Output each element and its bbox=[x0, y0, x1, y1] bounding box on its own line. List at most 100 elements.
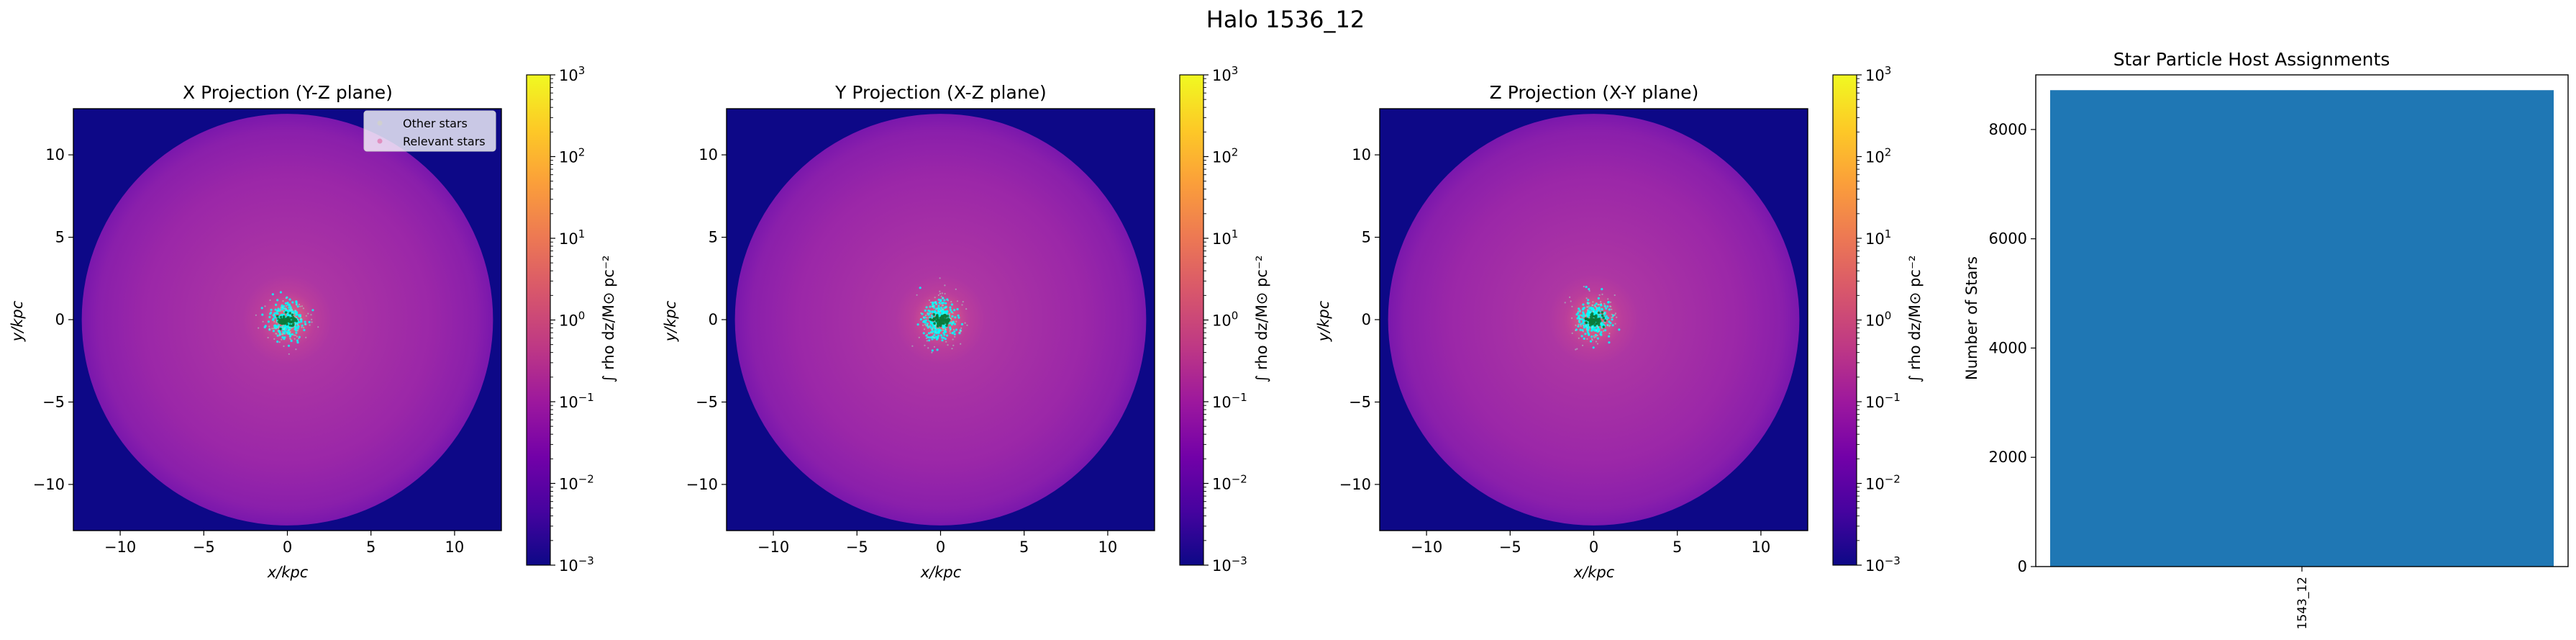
relevant-star bbox=[277, 320, 281, 323]
other-star bbox=[317, 326, 319, 328]
other-star bbox=[268, 328, 270, 330]
other-star bbox=[944, 338, 947, 341]
other-star bbox=[934, 301, 937, 303]
other-star bbox=[934, 328, 937, 331]
other-star bbox=[1605, 315, 1608, 317]
other-star bbox=[1603, 330, 1605, 332]
other-star bbox=[934, 327, 937, 329]
other-star bbox=[1600, 302, 1602, 305]
other-star bbox=[965, 308, 968, 310]
other-star bbox=[275, 303, 278, 306]
other-star bbox=[1596, 329, 1598, 331]
panel-title: Z Projection (X-Y plane) bbox=[1490, 82, 1699, 103]
other-star bbox=[288, 306, 291, 309]
other-star bbox=[282, 313, 285, 316]
other-star bbox=[953, 309, 956, 312]
colorbar-tick-label: 100 bbox=[1865, 310, 1891, 330]
other-star bbox=[1585, 328, 1588, 330]
other-star bbox=[1592, 346, 1595, 349]
relevant-star bbox=[946, 315, 950, 317]
other-star bbox=[1569, 296, 1571, 298]
other-star bbox=[283, 328, 285, 330]
colorbar-tick-label: 102 bbox=[559, 146, 585, 166]
relevant-star bbox=[939, 320, 942, 323]
relevant-stars bbox=[1584, 311, 1607, 328]
legend-box bbox=[363, 110, 496, 152]
other-star bbox=[1582, 330, 1584, 333]
y-tick-label: −5 bbox=[42, 393, 65, 410]
y-tick-label: 0 bbox=[1362, 311, 1371, 328]
other-star bbox=[925, 306, 928, 309]
other-star bbox=[281, 338, 283, 341]
other-star bbox=[956, 300, 959, 302]
other-star bbox=[1571, 305, 1573, 307]
x-tick-label: 0 bbox=[1589, 538, 1598, 556]
other-star bbox=[950, 301, 952, 303]
other-star bbox=[1580, 335, 1583, 338]
legend-marker-other-stars bbox=[377, 120, 383, 126]
other-star bbox=[1585, 297, 1588, 299]
relevant-star bbox=[283, 317, 286, 320]
other-star bbox=[295, 300, 298, 303]
other-star bbox=[943, 299, 946, 302]
colorbar-tick-label: 10−2 bbox=[1212, 473, 1247, 493]
x-axis-ticks: −10 −5 0 5 10 bbox=[757, 531, 1117, 556]
other-star bbox=[924, 319, 927, 322]
other-star bbox=[284, 302, 287, 305]
other-star bbox=[926, 340, 928, 342]
other-star bbox=[926, 333, 929, 335]
other-star bbox=[949, 321, 952, 325]
density-map bbox=[726, 108, 1155, 531]
other-star bbox=[296, 330, 299, 332]
other-star bbox=[918, 336, 920, 338]
colorbar-tick-label: 102 bbox=[1212, 146, 1238, 166]
other-star bbox=[931, 328, 933, 330]
other-star bbox=[1591, 339, 1593, 341]
other-star bbox=[931, 349, 934, 352]
colorbar-tick-label: 100 bbox=[1212, 310, 1238, 330]
other-star bbox=[1600, 333, 1603, 336]
other-star bbox=[939, 290, 941, 292]
other-star bbox=[1601, 324, 1604, 327]
other-star bbox=[1571, 317, 1573, 319]
colorbar-tick-label: 102 bbox=[1865, 146, 1891, 166]
other-star bbox=[280, 310, 282, 312]
relevant-star bbox=[935, 319, 938, 323]
other-star bbox=[942, 329, 944, 331]
other-star bbox=[289, 309, 291, 311]
other-star bbox=[1582, 312, 1585, 315]
other-star bbox=[304, 323, 306, 325]
other-star bbox=[922, 324, 924, 326]
other-star bbox=[1600, 330, 1603, 333]
other-star bbox=[933, 346, 936, 348]
other-star bbox=[276, 341, 279, 343]
other-star bbox=[282, 300, 284, 302]
y-tick-label: −5 bbox=[1349, 393, 1371, 410]
other-star bbox=[932, 305, 934, 308]
other-star bbox=[277, 330, 279, 332]
other-star bbox=[946, 334, 949, 337]
relevant-star bbox=[1601, 311, 1604, 314]
colorbar-tick-label: 103 bbox=[559, 64, 585, 84]
other-star bbox=[295, 331, 298, 334]
other-star bbox=[1564, 302, 1566, 304]
other-star bbox=[289, 331, 291, 333]
other-star bbox=[927, 325, 929, 327]
other-star bbox=[285, 325, 288, 328]
other-star bbox=[937, 298, 940, 301]
other-star bbox=[291, 327, 293, 329]
bar bbox=[2050, 90, 2554, 567]
other-star bbox=[293, 334, 296, 336]
other-star bbox=[267, 336, 269, 339]
other-star bbox=[1579, 314, 1581, 316]
other-star bbox=[1609, 322, 1612, 325]
relevant-star bbox=[937, 324, 939, 327]
relevant-star bbox=[1584, 317, 1588, 321]
other-star bbox=[282, 310, 284, 312]
relevant-star bbox=[938, 323, 942, 327]
other-star bbox=[926, 317, 928, 319]
y-tick-label: 0 bbox=[55, 311, 65, 328]
other-star bbox=[945, 307, 947, 309]
other-star bbox=[1603, 321, 1606, 323]
